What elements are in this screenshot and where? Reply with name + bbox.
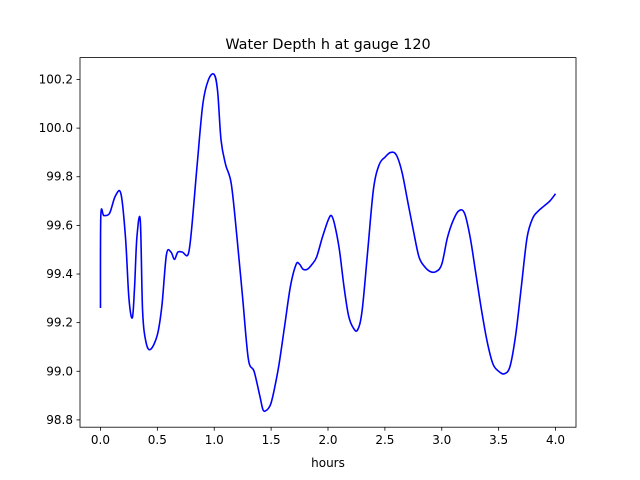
y-tick-label: 100.0: [39, 121, 73, 135]
x-tick-label: 3.5: [489, 433, 508, 447]
plot-area: [80, 57, 576, 428]
y-tick-label: 99.2: [46, 316, 73, 330]
x-tick-label: 1.5: [262, 433, 281, 447]
series-line: [99, 73, 557, 413]
y-tick-label: 99.0: [46, 364, 73, 378]
x-tick-label: 4.0: [546, 433, 565, 447]
x-tick-label: 2.5: [375, 433, 394, 447]
y-axis-ticks: 98.8 99.0 99.2 99.4 99.6 99.8 100.0 100.2: [39, 72, 80, 427]
x-tick-label: 3.0: [432, 433, 451, 447]
y-tick-label: 99.8: [46, 170, 73, 184]
plot-frame: [79, 57, 577, 428]
y-tick-label: 100.2: [39, 72, 73, 86]
y-tick-label: 98.8: [46, 413, 73, 427]
x-tick-label: 0.0: [91, 433, 110, 447]
x-tick-label: 0.5: [148, 433, 167, 447]
y-tick-label: 99.4: [46, 267, 73, 281]
x-axis-label: hours: [311, 456, 345, 470]
x-tick-label: 2.0: [318, 433, 337, 447]
x-tick-label: 1.0: [205, 433, 224, 447]
x-axis-ticks: 0.0 0.5 1.0 1.5 2.0 2.5 3.0 3.5 4.0: [91, 427, 565, 447]
chart-title: Water Depth h at gauge 120: [225, 37, 430, 53]
y-tick-label: 99.6: [46, 218, 73, 232]
series-lines: [99, 73, 557, 413]
